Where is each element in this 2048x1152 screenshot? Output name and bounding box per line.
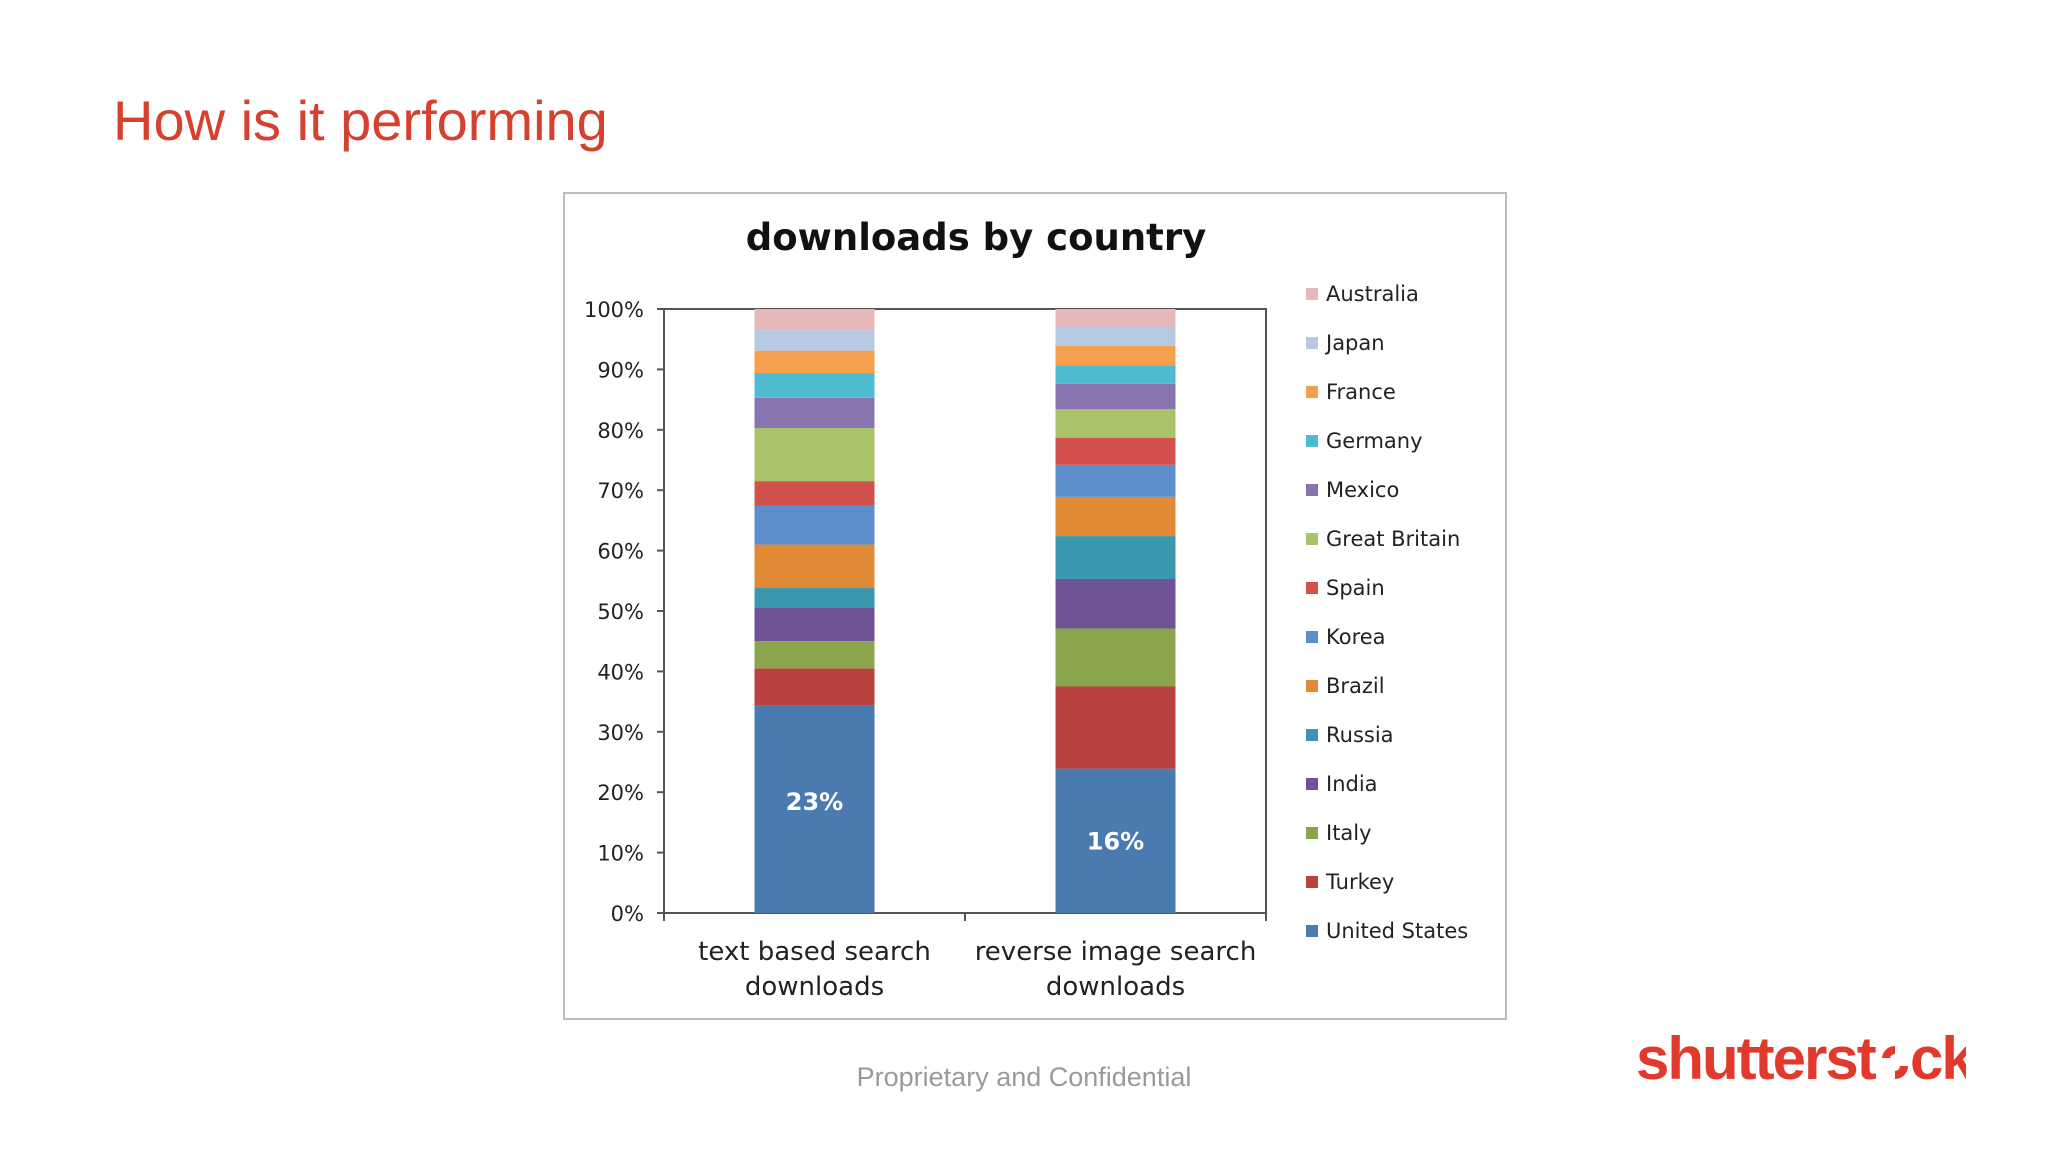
legend-swatch bbox=[1306, 337, 1318, 349]
chart-title: downloads by country bbox=[746, 216, 1206, 259]
legend-swatch bbox=[1306, 680, 1318, 692]
bar-segment bbox=[754, 309, 875, 331]
bar-segment bbox=[1055, 345, 1176, 366]
bar-segment bbox=[754, 397, 875, 428]
y-tick-label: 60% bbox=[597, 540, 644, 564]
bar-segment bbox=[754, 641, 875, 669]
bar-segment bbox=[1055, 628, 1176, 687]
legend-swatch bbox=[1306, 484, 1318, 496]
bar-segment bbox=[754, 373, 875, 398]
legend-label: India bbox=[1326, 772, 1378, 796]
bar-segment bbox=[1055, 326, 1176, 346]
bar-segment bbox=[1055, 536, 1176, 579]
y-tick-label: 0% bbox=[611, 902, 644, 926]
legend-label: Spain bbox=[1326, 576, 1385, 600]
bar-segment bbox=[754, 505, 875, 545]
bar-segment bbox=[754, 427, 875, 482]
bar-segment bbox=[1055, 383, 1176, 410]
legend-label: Japan bbox=[1324, 331, 1385, 355]
legend-swatch bbox=[1306, 827, 1318, 839]
legend-swatch bbox=[1306, 386, 1318, 398]
legend-swatch bbox=[1306, 288, 1318, 300]
legend-swatch bbox=[1306, 631, 1318, 643]
bar-segment bbox=[1055, 464, 1176, 497]
plot-area bbox=[663, 308, 1267, 914]
bar-segment bbox=[754, 481, 875, 506]
y-tick-label: 40% bbox=[597, 660, 644, 684]
bar-segment bbox=[1055, 309, 1176, 327]
bar-segment bbox=[754, 588, 875, 608]
chart-frame: downloads by country 0% 10% 20% 30% 40% 50% 60%… bbox=[563, 192, 1507, 1020]
slide-title: How is it performing bbox=[113, 89, 608, 152]
svg-text:ck: ck bbox=[1910, 1025, 1966, 1092]
svg-text:shutterst: shutterst bbox=[1636, 1025, 1877, 1092]
legend-label: Korea bbox=[1326, 625, 1386, 649]
shutterstock-logo: shutterst ck bbox=[1636, 1025, 1966, 1092]
bar-segment bbox=[1055, 768, 1176, 913]
legend-label: Great Britain bbox=[1326, 527, 1460, 551]
legend-label: Mexico bbox=[1326, 478, 1399, 502]
y-tick-label: 70% bbox=[597, 479, 644, 503]
stacked-bar-chart: downloads by country 0% 10% 20% 30% 40% 50% 60%… bbox=[584, 216, 1468, 1002]
y-tick-label: 90% bbox=[597, 358, 644, 382]
legend-swatch bbox=[1306, 778, 1318, 790]
legend-swatch bbox=[1306, 533, 1318, 545]
y-tick-label: 50% bbox=[597, 600, 644, 624]
bar-segment bbox=[1055, 578, 1176, 629]
bar-segment bbox=[754, 607, 875, 642]
bar-segment bbox=[1055, 437, 1176, 465]
x-category-label: downloads bbox=[1046, 972, 1185, 1002]
footer-confidential: Proprietary and Confidential bbox=[856, 1062, 1192, 1092]
data-label: 16% bbox=[1087, 828, 1144, 856]
bar-segment bbox=[1055, 686, 1176, 769]
y-tick-label: 20% bbox=[597, 781, 644, 805]
x-category-label: reverse image search bbox=[975, 937, 1257, 967]
x-category-label: downloads bbox=[745, 972, 884, 1002]
data-label: 23% bbox=[786, 788, 843, 816]
bar-segment bbox=[754, 544, 875, 589]
bar-segment bbox=[1055, 409, 1176, 438]
legend-label: Brazil bbox=[1326, 674, 1385, 698]
y-tick-label: 100% bbox=[584, 298, 644, 322]
legend-label: Italy bbox=[1326, 821, 1372, 845]
bar-segment bbox=[1055, 496, 1176, 537]
bar-segment bbox=[754, 350, 875, 374]
bar-segment bbox=[754, 330, 875, 351]
legend-swatch bbox=[1306, 876, 1318, 888]
legend-label: France bbox=[1326, 380, 1396, 404]
legend-swatch bbox=[1306, 729, 1318, 741]
x-category-label: text based search bbox=[698, 937, 931, 967]
bar-segment bbox=[1055, 365, 1176, 384]
legend-label: United States bbox=[1326, 919, 1468, 943]
bar-segment bbox=[754, 668, 875, 706]
y-tick-label: 80% bbox=[597, 419, 644, 443]
y-tick-label: 30% bbox=[597, 721, 644, 745]
bar-segment bbox=[754, 705, 875, 913]
legend-swatch bbox=[1306, 925, 1318, 937]
legend-label: Russia bbox=[1326, 723, 1394, 747]
legend-swatch bbox=[1306, 582, 1318, 594]
legend-label: Germany bbox=[1326, 429, 1423, 453]
y-tick-label: 10% bbox=[597, 842, 644, 866]
legend-swatch bbox=[1306, 435, 1318, 447]
legend-label: Australia bbox=[1326, 282, 1419, 306]
legend-label: Turkey bbox=[1325, 870, 1394, 894]
